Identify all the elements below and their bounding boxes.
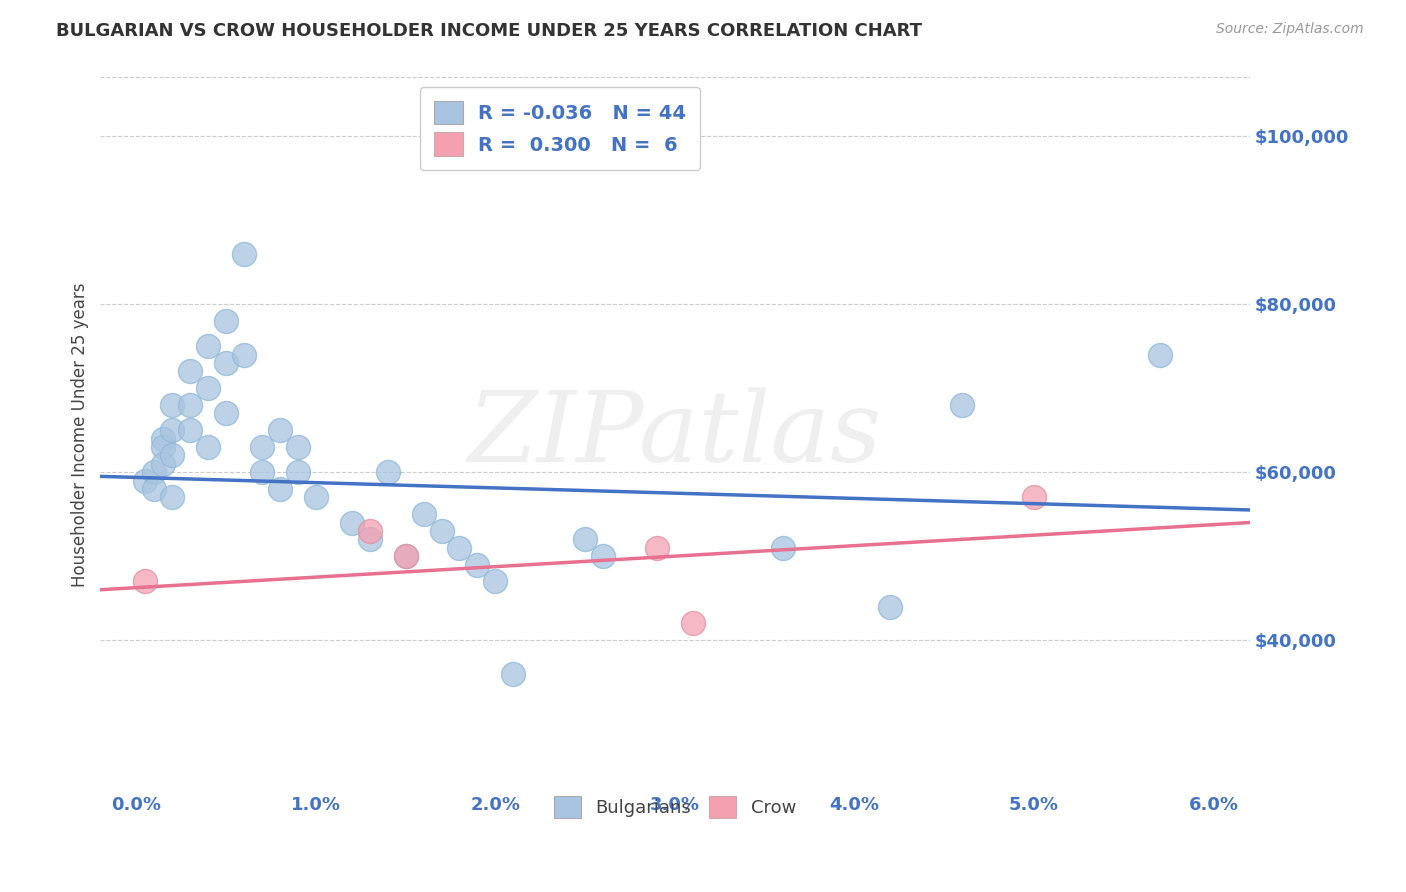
Point [592,549,614,563]
Point [340,516,363,530]
Point [179,398,201,412]
Point [152,432,174,446]
Text: Source: ZipAtlas.com: Source: ZipAtlas.com [1216,22,1364,37]
Point [197,381,219,395]
Y-axis label: Householder Income Under 25 years: Householder Income Under 25 years [72,282,89,587]
Point [215,314,238,328]
Point [160,491,183,505]
Point [359,533,381,547]
Point [879,599,901,614]
Point [197,339,219,353]
Point [269,423,291,437]
Point [772,541,794,555]
Point [645,541,668,555]
Point [269,482,291,496]
Point [430,524,453,538]
Point [467,558,489,572]
Point [682,616,704,631]
Point [287,440,309,454]
Point [233,348,256,362]
Point [179,423,201,437]
Point [412,507,434,521]
Point [215,406,238,420]
Point [377,465,399,479]
Point [1022,491,1045,505]
Legend: Bulgarians, Crow: Bulgarians, Crow [547,789,803,825]
Point [287,465,309,479]
Point [215,356,238,370]
Point [197,440,219,454]
Text: BULGARIAN VS CROW HOUSEHOLDER INCOME UNDER 25 YEARS CORRELATION CHART: BULGARIAN VS CROW HOUSEHOLDER INCOME UND… [56,22,922,40]
Point [152,440,174,454]
Point [502,666,524,681]
Point [233,247,256,261]
Point [394,549,416,563]
Point [179,364,201,378]
Point [143,482,166,496]
Point [160,423,183,437]
Point [250,440,273,454]
Point [305,491,328,505]
Point [950,398,973,412]
Point [152,457,174,471]
Point [359,524,381,538]
Point [250,465,273,479]
Point [160,448,183,462]
Point [134,574,156,589]
Point [394,549,416,563]
Point [574,533,596,547]
Point [160,398,183,412]
Point [134,474,156,488]
Point [484,574,506,589]
Text: ZIPatlas: ZIPatlas [468,387,882,482]
Point [143,465,166,479]
Point [1149,348,1171,362]
Point [449,541,471,555]
